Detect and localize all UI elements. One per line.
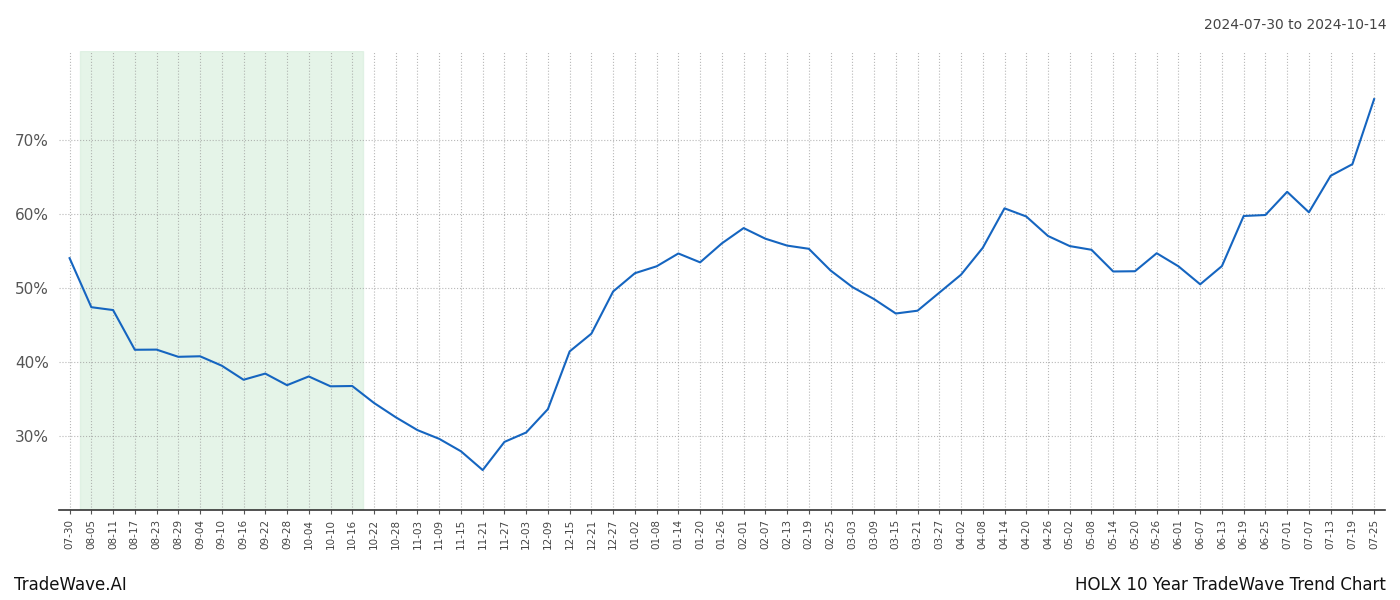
- Text: HOLX 10 Year TradeWave Trend Chart: HOLX 10 Year TradeWave Trend Chart: [1075, 576, 1386, 594]
- Text: TradeWave.AI: TradeWave.AI: [14, 576, 127, 594]
- Bar: [80, 51, 363, 510]
- Text: 2024-07-30 to 2024-10-14: 2024-07-30 to 2024-10-14: [1204, 18, 1386, 32]
